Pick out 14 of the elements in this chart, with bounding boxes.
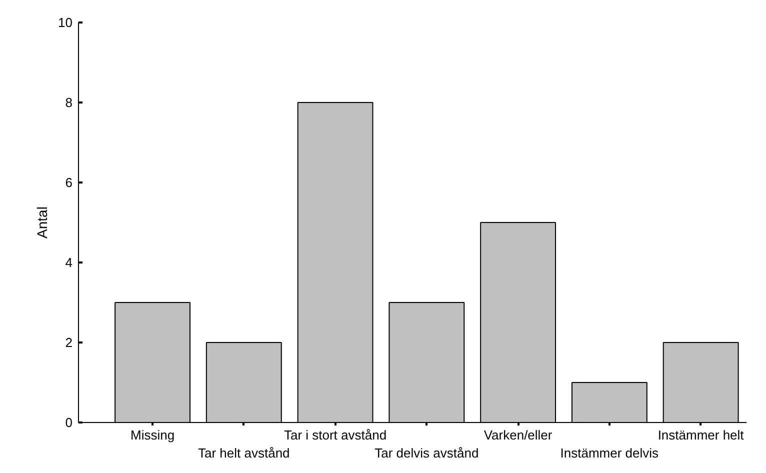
y-tick-label: 8: [65, 95, 73, 110]
y-tick-label: 10: [58, 15, 73, 30]
x-tick-label: Instämmer helt: [658, 428, 744, 442]
y-tick-label: 2: [65, 335, 73, 350]
y-axis-title: Antal: [34, 206, 50, 238]
y-tick-label: 6: [65, 175, 73, 190]
x-tick-label: Missing: [130, 428, 175, 442]
x-tick-label: Instämmer delvis: [560, 446, 660, 460]
x-tick-label: Varken/eller: [484, 428, 553, 442]
y-tick-label: 0: [65, 415, 73, 430]
x-tick-label: Tar i stort avstånd: [284, 428, 387, 442]
x-tick-label: Tar helt avstånd: [198, 446, 290, 460]
y-tick-label: 4: [65, 255, 73, 270]
x-tick-label: Tar delvis avstånd: [374, 446, 479, 460]
